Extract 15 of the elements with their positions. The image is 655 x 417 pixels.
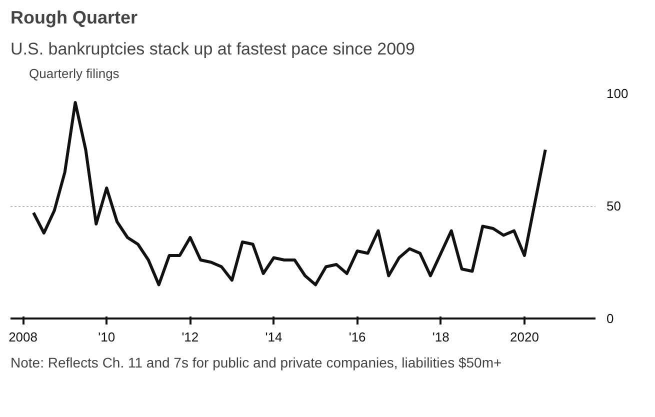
line-series [32, 101, 547, 286]
text: Note: Reflects Ch. 11 and 7s for public and private companies, liabilities $50m+ [10, 354, 502, 370]
x-tick-label: '18 [432, 330, 450, 344]
y-tick-label: 100 [606, 86, 628, 101]
y-tick-label: 0 [606, 311, 614, 326]
x-tick-label: '10 [98, 330, 116, 344]
x-tick-label: 2020 [510, 330, 539, 344]
y-tick-label: 50 [606, 198, 621, 214]
x-tick-label: '14 [265, 330, 282, 344]
x-tick-label: '16 [348, 330, 366, 344]
chart-subtitle: U.S. bankruptcies stack up at fastest pace since 2009 [10, 40, 415, 58]
x-tick-label: '12 [182, 330, 199, 344]
x-tick-label: 2008 [8, 330, 38, 344]
text: Quarterly filings [29, 66, 120, 80]
chart-title: Rough Quarter [10, 8, 138, 28]
